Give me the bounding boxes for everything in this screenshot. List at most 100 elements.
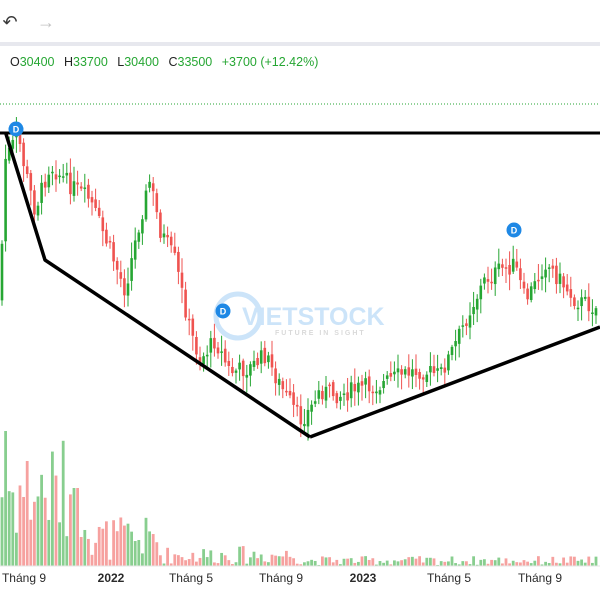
volume-bar [40, 474, 43, 566]
candle-body [335, 393, 339, 404]
volume-bar [591, 562, 594, 566]
descending-trend-line[interactable] [4, 133, 311, 439]
volume-bar [587, 556, 591, 566]
volume-bar [7, 491, 11, 566]
change-percent: (+12.42%) [260, 55, 319, 69]
volume-bar [375, 564, 378, 566]
volume-bar [263, 561, 267, 566]
candle-body [432, 366, 436, 373]
candle-body [234, 370, 238, 373]
volume-bar [25, 460, 29, 566]
volume-bar [339, 564, 342, 566]
open-label: O [10, 55, 20, 69]
candle-body [436, 368, 439, 371]
watermark-brand: VIETSTOCK [242, 303, 385, 331]
open-value: 30400 [19, 55, 55, 69]
volume-bar [580, 559, 583, 566]
candle-body [0, 243, 4, 301]
undo-arrow-icon[interactable]: ↶ [2, 12, 18, 32]
candle-body [439, 367, 443, 370]
candle-body [360, 381, 364, 386]
volume-bar [562, 557, 565, 566]
event-marker-3[interactable]: D [506, 222, 522, 238]
volume-bar [529, 563, 533, 566]
candle-body [137, 232, 141, 242]
volume-bar [317, 564, 321, 566]
candle-body [112, 242, 115, 262]
candle-body [461, 325, 465, 327]
candle-body [7, 147, 11, 161]
volume-bar [367, 559, 371, 566]
candle-body [209, 338, 213, 353]
candle-body [123, 278, 126, 296]
candle-body [522, 281, 526, 289]
candle-body [389, 373, 393, 377]
candle-body [375, 391, 378, 394]
candle-body [51, 171, 54, 174]
volume-bar [159, 555, 162, 566]
volume-bar [594, 556, 598, 566]
high-label: H [63, 55, 74, 69]
candle-body [263, 347, 267, 364]
volume-bar [324, 557, 328, 566]
candle-body [187, 318, 191, 321]
volume-bar [313, 560, 317, 566]
candle-body [364, 378, 367, 385]
x-tick-label: Tháng 9 [259, 571, 303, 585]
x-tick-label: 2022 [98, 571, 125, 585]
redo-arrow-icon[interactable]: → [37, 12, 55, 32]
volume-bar [169, 563, 173, 566]
event-marker-2[interactable]: D [215, 303, 231, 319]
volume-bar [486, 563, 490, 566]
candle-body [594, 308, 598, 316]
volume-bar [321, 556, 324, 566]
volume-bar [33, 501, 36, 566]
candle-body [69, 172, 72, 195]
candle-body [169, 236, 173, 246]
candle-body [295, 404, 299, 407]
volume-bar [191, 552, 195, 566]
candle-body [511, 258, 515, 272]
candle-body [472, 306, 475, 315]
candle-body [465, 323, 468, 326]
candle-body [371, 391, 375, 394]
volume-bar [241, 546, 245, 566]
high-value: 33700 [73, 55, 108, 69]
volume-bar [364, 556, 367, 566]
candle-body [515, 261, 519, 268]
volume-bar [112, 520, 115, 566]
candle-body [411, 369, 414, 377]
volume-bar [141, 553, 144, 566]
candle-body [421, 377, 425, 380]
candle-body [191, 318, 195, 336]
event-marker-1[interactable]: D [8, 121, 24, 137]
ohlc-legend: O30400 H33700 L30400 C33500 +3700 (+12.4… [10, 55, 318, 69]
candle-body [180, 272, 184, 288]
candle-body [184, 289, 187, 318]
candle-body [483, 277, 486, 284]
volume-bar [357, 561, 360, 566]
volume-bar [87, 538, 90, 566]
candle-body [58, 175, 61, 178]
candle-body [130, 258, 133, 281]
volume-bar [4, 431, 7, 566]
volume-bar [551, 556, 555, 566]
candle-body [349, 382, 353, 399]
volume-bar [454, 563, 457, 566]
candle-body [587, 296, 591, 312]
candle-body [97, 207, 101, 216]
candle-body [317, 390, 321, 399]
volume-bar [83, 529, 87, 566]
volume-bar [76, 488, 79, 566]
candle-body [429, 366, 432, 373]
ascending-trend-line[interactable] [309, 325, 600, 439]
candle-body [40, 182, 43, 203]
volume-bar [515, 562, 519, 566]
candle-body [547, 267, 551, 269]
candle-body [558, 273, 562, 284]
volume-bar [277, 556, 281, 566]
candle-body [277, 378, 281, 385]
candle-body [245, 374, 249, 378]
volume-bar [295, 563, 299, 566]
